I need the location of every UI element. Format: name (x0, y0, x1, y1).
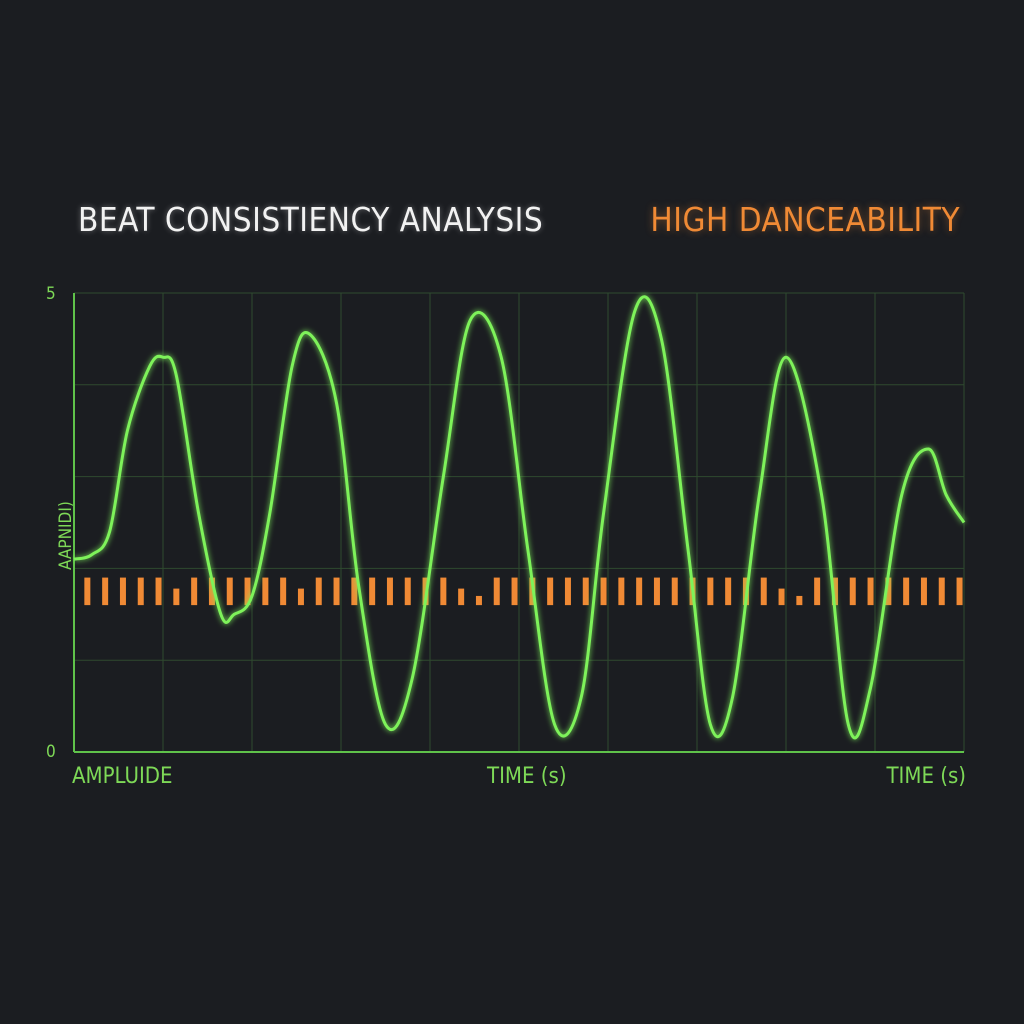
beat-bar (404, 577, 411, 606)
y-tick-max: 5 (46, 284, 56, 304)
beat-bar (208, 577, 215, 606)
beat-bar (600, 577, 607, 606)
danceability-badge: HIGH DANCEABILITY (650, 200, 960, 239)
beat-bar (191, 577, 198, 606)
beat-bar (297, 588, 304, 606)
beat-bar (315, 577, 322, 606)
beat-bar (885, 577, 892, 606)
beat-bar (831, 577, 838, 606)
beat-bar (262, 577, 269, 606)
beat-bar (671, 577, 678, 606)
beat-bar (226, 577, 233, 606)
beat-bar (440, 577, 447, 606)
beat-bar (155, 577, 162, 606)
beat-bar (280, 577, 287, 606)
beat-bar (244, 577, 251, 606)
beat-bar (84, 577, 91, 606)
beat-bar (458, 588, 465, 606)
beat-bar (386, 577, 393, 606)
beat-bar (796, 595, 803, 606)
beat-bar (760, 577, 767, 606)
beat-bar (173, 588, 180, 606)
beat-bar (547, 577, 554, 606)
wave-lines (73, 295, 966, 740)
beat-bar (867, 577, 874, 606)
x-label-middle: TIME (s) (487, 764, 567, 789)
beat-bar (849, 577, 856, 606)
beat-bar (618, 577, 625, 606)
beat-bar (653, 577, 660, 606)
beat-bar (564, 577, 571, 606)
beat-bar (137, 577, 144, 606)
x-label-right: TIME (s) (886, 764, 966, 789)
beat-bar (475, 595, 482, 606)
beat-bar (119, 577, 126, 606)
beat-bar (102, 577, 109, 606)
beat-bar (956, 577, 963, 606)
beat-bar (903, 577, 910, 606)
beat-bar (707, 577, 714, 606)
beat-bar (493, 577, 500, 606)
beat-bar (920, 577, 927, 606)
y-tick-min: 0 (46, 742, 56, 762)
chart-title: BEAT CONSISTIENCY ANALYSIS (78, 200, 544, 239)
beat-bar (333, 577, 340, 606)
beat-bars (84, 577, 963, 606)
series-line (73, 295, 966, 740)
beat-bar (351, 577, 358, 606)
beat-bar (725, 577, 732, 606)
beat-bar (582, 577, 589, 606)
beat-bar (938, 577, 945, 606)
x-label-left: AMPLUIDE (72, 764, 173, 789)
beat-bar (511, 577, 518, 606)
beat-bar (778, 588, 785, 606)
beat-bar (636, 577, 643, 606)
beat-bar (369, 577, 376, 606)
beat-bar (814, 577, 821, 606)
